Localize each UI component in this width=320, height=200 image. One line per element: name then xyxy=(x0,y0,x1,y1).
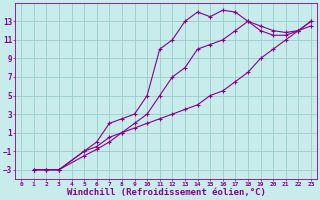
X-axis label: Windchill (Refroidissement éolien,°C): Windchill (Refroidissement éolien,°C) xyxy=(67,188,266,197)
